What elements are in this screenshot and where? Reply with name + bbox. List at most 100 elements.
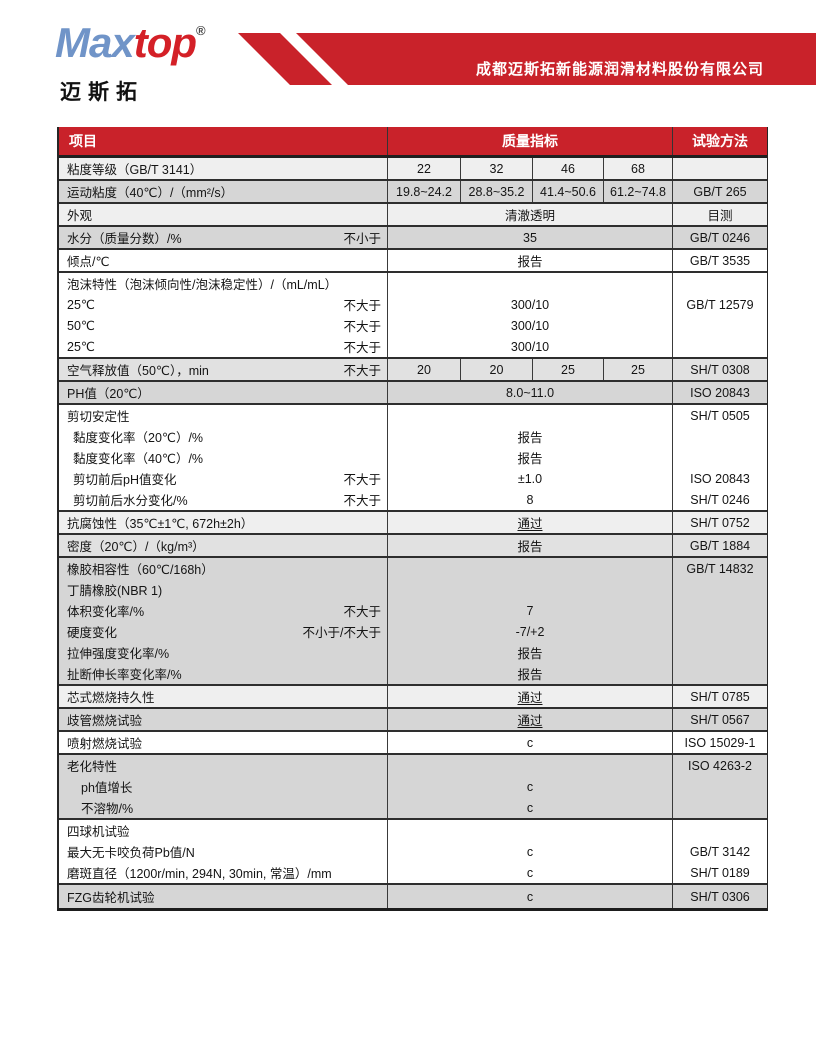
value-cell: 25 [603, 359, 672, 380]
row-limit-modifier: 不大于 [343, 320, 381, 334]
value-cell: 300/10 [510, 339, 550, 354]
method-cell: ISO 20843 [690, 471, 750, 486]
spec-table: 项目 质量指标 试验方法 粘度等级（GB/T 3141） 22 32 46 68… [57, 127, 768, 911]
row-four-ball-test: 四球机试验 最大无卡咬负荷Pb值/N 磨斑直径（1200r/min, 294N,… [59, 820, 767, 885]
row-limit-modifier: 不大于 [343, 494, 381, 508]
grade-cell: 32 [460, 158, 532, 179]
method-cell: SH/T 0505 [690, 408, 750, 423]
method-cell: ISO 15029-1 [672, 732, 767, 753]
row-rubber-compatibility: 橡胶相容性（60℃/168h） 丁腈橡胶(NBR 1) 体积变化率/% 不大于 硬… [59, 558, 767, 686]
row-label: 歧管燃烧试验 [67, 714, 143, 728]
row-corrosion-resistance: 抗腐蚀性（35℃±1℃, 672h±2h） 通过 SH/T 0752 [59, 512, 767, 535]
row-air-release: 空气释放值（50℃），min 不大于 20 20 25 25 SH/T 0308 [59, 359, 767, 382]
row-label: 运动粘度（40℃）/（mm²/s） [67, 186, 234, 200]
method-cell: 目测 [672, 204, 767, 225]
row-label: 外观 [67, 209, 93, 223]
method-cell: GB/T 3535 [672, 250, 767, 271]
row-limit-modifier: 不大于 [343, 299, 381, 313]
row-label: PH值（20℃） [67, 387, 150, 401]
row-foam-characteristics: 泡沫特性（泡沫倾向性/泡沫稳定性）/（mL/mL） 25℃ 不大于 50℃ 不大于 … [59, 273, 767, 359]
row-label: 喷射燃烧试验 [67, 737, 143, 751]
row-label: ph值增长 [81, 781, 133, 795]
value-cell: 报告 [517, 647, 543, 661]
value-cell: 8 [526, 492, 534, 507]
value-cell: ±1.0 [517, 471, 543, 486]
value-cell: 7 [526, 603, 534, 618]
grade-cell: 46 [532, 158, 603, 179]
value-cell: c [526, 800, 534, 815]
row-density: 密度（20℃）/（kg/m³） 报告 GB/T 1884 [59, 535, 767, 558]
row-limit-modifier: 不大于 [343, 605, 381, 619]
row-label: 剪切前后pH值变化 [73, 473, 177, 487]
method-cell [672, 158, 767, 179]
row-label: 橡胶相容性（60℃/168h） [67, 563, 214, 577]
registered-mark: ® [196, 23, 206, 38]
row-label: 芯式燃烧持久性 [67, 691, 155, 705]
value-cell: 报告 [517, 431, 543, 445]
row-label: 倾点/℃ [67, 255, 110, 269]
row-label: 老化特性 [67, 760, 118, 774]
row-label: 拉伸强度变化率/% [67, 647, 170, 661]
row-label: 密度（20℃）/（kg/m³） [67, 540, 205, 554]
value-cell: 报告 [517, 668, 543, 682]
row-fzg-gear-test: FZG齿轮机试验 c SH/T 0306 [59, 885, 767, 908]
value-cell: 25 [532, 359, 603, 380]
row-label: 黏度变化率（20℃）/% [73, 431, 204, 445]
value-cell: 报告 [517, 452, 543, 466]
grade-cell: 68 [603, 158, 672, 179]
value-cell: c [526, 865, 534, 880]
method-cell: SH/T 0308 [672, 359, 767, 380]
value-cell: 20 [460, 359, 532, 380]
row-label: 剪切安定性 [67, 410, 130, 424]
banner-small-stripe [238, 33, 332, 85]
value-cell: 19.8~24.2 [387, 181, 460, 202]
row-label: 水分（质量分数）/% [67, 232, 182, 246]
value-cell: 41.4~50.6 [532, 181, 603, 202]
row-label: 剪切前后水分变化/% [73, 494, 188, 508]
row-aging-characteristics: 老化特性 ph值增长 不溶物/% c c ISO 4263-2 [59, 755, 767, 820]
value-cell: c [387, 885, 672, 908]
table-header-row: 项目 质量指标 试验方法 [59, 127, 767, 158]
method-cell: SH/T 0189 [690, 865, 750, 880]
banner-stripes [238, 33, 816, 85]
row-wick-flame-persistence: 芯式燃烧持久性 通过 SH/T 0785 [59, 686, 767, 709]
row-water-content: 水分（质量分数）/% 不小于 35 GB/T 0246 [59, 227, 767, 250]
company-name: 成都迈斯拓新能源润滑材料股份有限公司 [475, 61, 764, 78]
value-cell: 通过 [517, 714, 543, 728]
method-cell: SH/T 0306 [672, 885, 767, 908]
row-label: 硬度变化 [67, 626, 118, 640]
row-label: 最大无卡咬负荷Pb值/N [67, 846, 195, 860]
method-cell: GB/T 3142 [689, 844, 751, 859]
method-cell: SH/T 0246 [690, 492, 750, 507]
row-label: 丁腈橡胶(NBR 1) [67, 584, 163, 598]
row-viscosity-grade: 粘度等级（GB/T 3141） 22 32 46 68 [59, 158, 767, 181]
row-label: 粘度等级（GB/T 3141） [67, 163, 203, 177]
row-label: 25℃ [67, 340, 95, 354]
value-cell: 8.0~11.0 [387, 382, 672, 403]
row-limit-modifier: 不小于/不大于 [302, 626, 381, 640]
value-cell: 报告 [387, 250, 672, 271]
method-cell: SH/T 0785 [672, 686, 767, 707]
row-limit-modifier: 不大于 [343, 341, 381, 355]
value-cell: 通过 [517, 517, 543, 531]
row-label: 扯断伸长率变化率/% [67, 668, 182, 682]
row-manifold-ignition-test: 歧管燃烧试验 通过 SH/T 0567 [59, 709, 767, 732]
value-cell: 通过 [517, 691, 543, 705]
method-cell: GB/T 12579 [686, 297, 754, 312]
row-shear-stability: 剪切安定性 黏度变化率（20℃）/% 黏度变化率（40℃）/% 剪切前后pH值变… [59, 405, 767, 512]
row-pour-point: 倾点/℃ 报告 GB/T 3535 [59, 250, 767, 273]
row-kinematic-viscosity: 运动粘度（40℃）/（mm²/s） 19.8~24.2 28.8~35.2 41… [59, 181, 767, 204]
row-label: 25℃ [67, 298, 95, 312]
value-cell: 20 [387, 359, 460, 380]
value-cell: c [387, 732, 672, 753]
row-label: 体积变化率/% [67, 605, 145, 619]
logo-text-red: top [133, 19, 197, 66]
row-label: 50℃ [67, 319, 95, 333]
method-cell: ISO 20843 [672, 382, 767, 403]
method-cell: GB/T 0246 [672, 227, 767, 248]
row-limit-modifier: 不大于 [343, 364, 381, 378]
method-cell: ISO 4263-2 [688, 758, 752, 773]
method-cell: SH/T 0752 [672, 512, 767, 533]
value-cell: 300/10 [510, 297, 550, 312]
